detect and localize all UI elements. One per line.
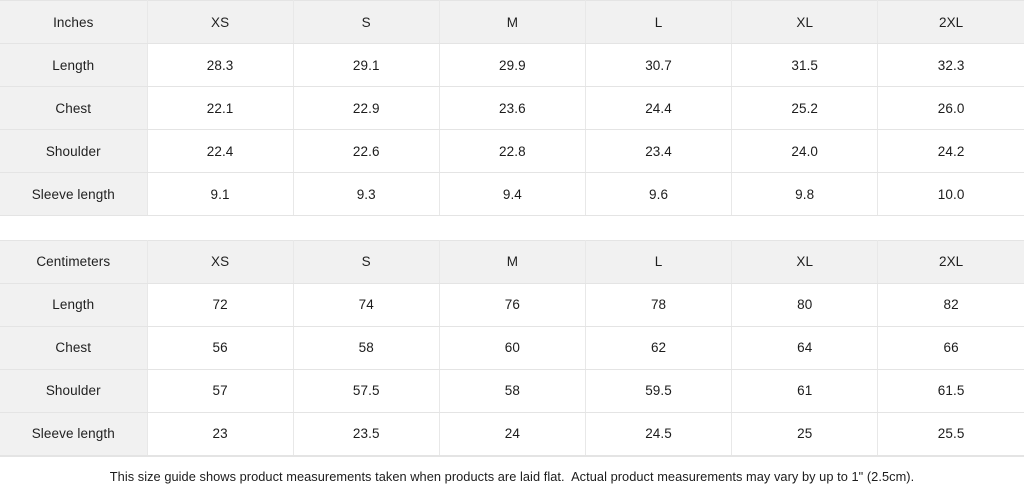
size-table-inches: Inches XS S M L XL 2XL Length 28.3 29.1 … (0, 0, 1024, 216)
row-label-shoulder: Shoulder (0, 129, 148, 173)
cell-chest-xl: 25.2 (731, 86, 879, 130)
cell-sleeve-l: 9.6 (585, 172, 733, 216)
cell-chest-m: 23.6 (439, 86, 586, 130)
cell-sleeve-2xl: 25.5 (877, 412, 1024, 456)
cell-chest-l: 24.4 (585, 86, 733, 130)
cell-length-xl: 31.5 (731, 43, 879, 87)
column-header-l: L (585, 239, 733, 284)
cell-chest-s: 22.9 (293, 86, 440, 130)
cell-sleeve-xs: 9.1 (147, 172, 294, 216)
cell-length-xs: 28.3 (147, 43, 294, 87)
column-header-xs: XS (147, 239, 294, 284)
cell-sleeve-l: 24.5 (585, 412, 733, 456)
row-label-length: Length (0, 283, 148, 327)
cell-shoulder-l: 59.5 (585, 369, 733, 413)
row-label-shoulder: Shoulder (0, 369, 148, 413)
table-row: Length 72 74 76 78 80 82 (0, 283, 1024, 327)
cell-length-xs: 72 (147, 283, 294, 327)
cell-shoulder-s: 57.5 (293, 369, 440, 413)
cell-shoulder-2xl: 61.5 (877, 369, 1024, 413)
cell-chest-s: 58 (293, 326, 440, 370)
footnote-text: This size guide shows product measuremen… (109, 468, 915, 484)
cell-sleeve-xl: 9.8 (731, 172, 879, 216)
row-label-sleeve-length: Sleeve length (0, 412, 148, 456)
cell-length-2xl: 82 (877, 283, 1024, 327)
cell-shoulder-l: 23.4 (585, 129, 733, 173)
table-row: Sleeve length 9.1 9.3 9.4 9.6 9.8 10.0 (0, 172, 1024, 216)
column-header-m: M (439, 239, 586, 284)
column-header-2xl: 2XL (877, 0, 1024, 44)
cell-shoulder-xs: 22.4 (147, 129, 294, 173)
cell-shoulder-xl: 61 (731, 369, 879, 413)
row-label-chest: Chest (0, 326, 148, 370)
cell-chest-xl: 64 (731, 326, 879, 370)
column-header-xl: XL (731, 0, 879, 44)
table-row: Shoulder 57 57.5 58 59.5 61 61.5 (0, 369, 1024, 413)
column-header-2xl: 2XL (877, 239, 1024, 284)
table-row: Chest 56 58 60 62 64 66 (0, 326, 1024, 370)
cell-sleeve-m: 9.4 (439, 172, 586, 216)
cell-length-m: 29.9 (439, 43, 586, 87)
cell-chest-2xl: 66 (877, 326, 1024, 370)
cell-length-2xl: 32.3 (877, 43, 1024, 87)
cell-shoulder-xs: 57 (147, 369, 294, 413)
cell-sleeve-2xl: 10.0 (877, 172, 1024, 216)
row-label-chest: Chest (0, 86, 148, 130)
cell-sleeve-s: 9.3 (293, 172, 440, 216)
unit-header-inches: Inches (0, 0, 148, 44)
cell-chest-xs: 56 (147, 326, 294, 370)
table-header-row: Inches XS S M L XL 2XL (0, 0, 1024, 44)
cell-length-s: 74 (293, 283, 440, 327)
cell-shoulder-m: 22.8 (439, 129, 586, 173)
cell-chest-xs: 22.1 (147, 86, 294, 130)
column-header-s: S (293, 0, 440, 44)
cell-sleeve-xs: 23 (147, 412, 294, 456)
cell-chest-2xl: 26.0 (877, 86, 1024, 130)
cell-shoulder-2xl: 24.2 (877, 129, 1024, 173)
size-table-centimeters: Centimeters XS S M L XL 2XL Length 72 74… (0, 239, 1024, 456)
cell-length-s: 29.1 (293, 43, 440, 87)
cell-shoulder-m: 58 (439, 369, 586, 413)
cell-sleeve-s: 23.5 (293, 412, 440, 456)
table-header-row: Centimeters XS S M L XL 2XL (0, 239, 1024, 284)
cell-length-xl: 80 (731, 283, 879, 327)
row-label-length: Length (0, 43, 148, 87)
cell-sleeve-xl: 25 (731, 412, 879, 456)
table-row: Sleeve length 23 23.5 24 24.5 25 25.5 (0, 412, 1024, 456)
column-header-xs: XS (147, 0, 294, 44)
column-header-m: M (439, 0, 586, 44)
cell-length-m: 76 (439, 283, 586, 327)
table-separator (0, 216, 1024, 240)
size-guide-footnote: This size guide shows product measuremen… (0, 455, 1024, 496)
table-row: Length 28.3 29.1 29.9 30.7 31.5 32.3 (0, 43, 1024, 87)
table-row: Shoulder 22.4 22.6 22.8 23.4 24.0 24.2 (0, 129, 1024, 173)
cell-chest-m: 60 (439, 326, 586, 370)
cell-shoulder-s: 22.6 (293, 129, 440, 173)
column-header-xl: XL (731, 239, 879, 284)
column-header-s: S (293, 239, 440, 284)
cell-chest-l: 62 (585, 326, 733, 370)
cell-shoulder-xl: 24.0 (731, 129, 879, 173)
unit-header-centimeters: Centimeters (0, 239, 148, 284)
column-header-l: L (585, 0, 733, 44)
row-label-sleeve-length: Sleeve length (0, 172, 148, 216)
table-row: Chest 22.1 22.9 23.6 24.4 25.2 26.0 (0, 86, 1024, 130)
cell-sleeve-m: 24 (439, 412, 586, 456)
cell-length-l: 30.7 (585, 43, 733, 87)
cell-length-l: 78 (585, 283, 733, 327)
